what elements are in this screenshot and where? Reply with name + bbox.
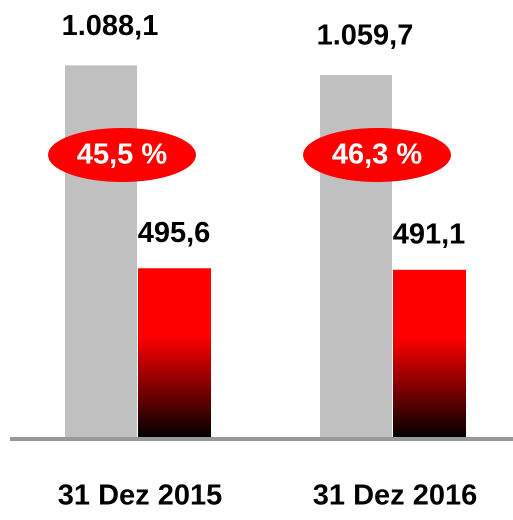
annotation-ellipse: [48, 128, 196, 182]
value-label: 495,6: [138, 217, 211, 249]
bar: [138, 268, 211, 438]
bar: [393, 269, 466, 438]
value-label: 1.059,7: [317, 20, 414, 52]
value-label: 491,1: [393, 218, 466, 250]
annotation: 45,5 %: [77, 139, 167, 171]
bar: [65, 65, 137, 439]
value-label: 1.088,1: [62, 10, 159, 42]
annotation: 46,3 %: [332, 139, 422, 171]
x-tick-label: 31 Dez 2015: [58, 480, 222, 512]
x-tick-label: 31 Dez 2016: [313, 480, 477, 512]
annotation-ellipse: [303, 128, 451, 182]
